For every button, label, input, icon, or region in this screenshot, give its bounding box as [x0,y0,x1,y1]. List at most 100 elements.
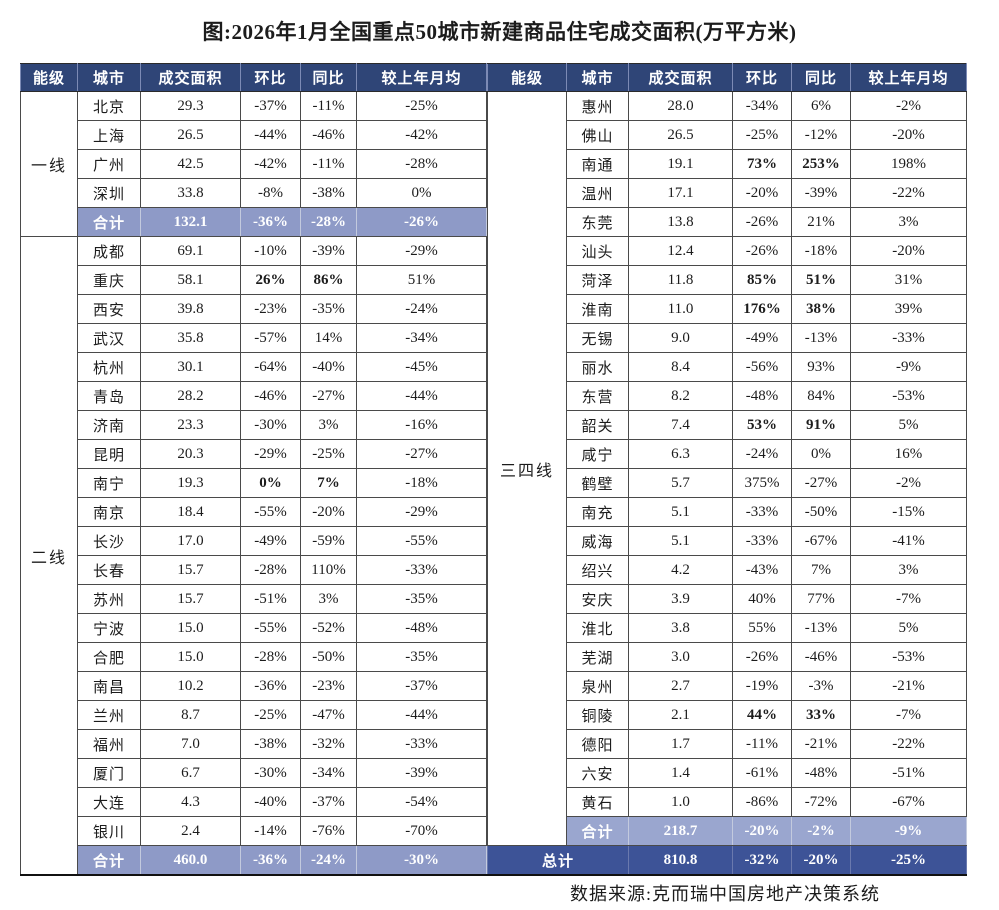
yoy-cell: -11% [300,91,357,121]
mom-cell: 44% [732,700,792,730]
city-row: 黄石 1.0 -86% -72% -67% [488,787,967,817]
vs-avg-cell: -21% [850,671,967,701]
city-row: 威海 5.1 -33% -67% -41% [488,526,967,556]
yoy-cell: -3% [791,671,851,701]
city-row: 南通 19.1 73% 253% 198% [488,149,967,179]
yoy-cell: -25% [300,439,357,469]
mom-cell: -55% [240,613,301,643]
vs-avg-cell: 3% [850,207,967,237]
city-cell: 安庆 [566,584,629,614]
vs-avg-cell: -16% [356,410,487,440]
city-cell: 苏州 [77,584,141,614]
vs-avg-cell: -35% [356,642,487,672]
mom-cell: -33% [732,497,792,527]
city-cell: 长春 [77,555,141,585]
mom-cell: 40% [732,584,792,614]
city-row: 南昌 10.2 -36% -23% -37% [21,671,487,701]
yoy-cell: -47% [300,700,357,730]
mom-cell: -28% [240,555,301,585]
area-cell: 15.7 [140,555,241,585]
yoy-cell: -12% [791,120,851,150]
vs-avg-cell: -55% [356,526,487,556]
city-row: 绍兴 4.2 -43% 7% 3% [488,555,967,585]
mom-cell: -14% [240,816,301,846]
mom-cell: -28% [240,642,301,672]
city-row: 大连 4.3 -40% -37% -54% [21,787,487,817]
city-row: 厦门 6.7 -30% -34% -39% [21,758,487,788]
city-cell: 厦门 [77,758,141,788]
city-row: 安庆 3.9 40% 77% -7% [488,584,967,614]
yoy-cell: -76% [300,816,357,846]
vs-avg-cell: -44% [356,700,487,730]
area-cell: 20.3 [140,439,241,469]
yoy-cell: 91% [791,410,851,440]
mom-cell: 73% [732,149,792,179]
yoy-cell: -46% [300,120,357,150]
yoy-cell: -32% [300,729,357,759]
city-row: 二线 成都 69.1 -10% -39% -29% [20,236,487,876]
city-row: 杭州 30.1 -64% -40% -45% [21,352,487,382]
vs-avg-cell: 31% [850,265,967,295]
city-cell: 杭州 [77,352,141,382]
grand-total-row: 总计 810.8 -32% -20% -25% [487,845,967,876]
mom-cell: -19% [732,671,792,701]
vs-avg-cell: -54% [356,787,487,817]
city-row: 韶关 7.4 53% 91% 5% [488,410,967,440]
city-cell: 宁波 [77,613,141,643]
city-row: 合肥 15.0 -28% -50% -35% [21,642,487,672]
table-body-right: 三四线 惠州 28.0 -34% 6% -2% 佛山 26.5 -25% -12% -20% 南通 19… [487,91,967,876]
col-header-vs-avg: 较上年月均 [356,63,487,92]
city-cell: 银川 [77,816,141,846]
city-cell: 青岛 [77,381,141,411]
vs-avg-cell: -42% [356,120,487,150]
area-cell: 35.8 [140,323,241,353]
subtotal-label-cell: 合计 [566,816,629,846]
city-cell: 武汉 [77,323,141,353]
mom-cell: -49% [732,323,792,353]
vs-avg-cell: -33% [356,555,487,585]
city-row: 长沙 17.0 -49% -59% -55% [21,526,487,556]
col-header-city: 城市 [77,63,141,92]
yoy-cell: -11% [300,149,357,179]
vs-avg-cell: 198% [850,149,967,179]
subtotal-mom-cell: -36% [240,845,301,876]
vs-avg-cell: -39% [356,758,487,788]
area-cell: 15.0 [140,642,241,672]
yoy-cell: -50% [300,642,357,672]
city-cell: 长沙 [77,526,141,556]
mom-cell: -26% [732,642,792,672]
mom-cell: -51% [240,584,301,614]
area-cell: 8.4 [628,352,733,382]
grand-total-mom-cell: -32% [732,845,792,876]
vs-avg-cell: -44% [356,381,487,411]
area-cell: 18.4 [140,497,241,527]
mom-cell: -26% [732,236,792,266]
area-cell: 26.5 [140,120,241,150]
table-body-left: 一线 北京 29.3 -37% -11% -25% 上海 26.5 -44% -46% -42% 广州… [20,91,487,876]
vs-avg-cell: 39% [850,294,967,324]
yoy-cell: 6% [791,91,851,121]
vs-avg-cell: -29% [356,236,487,266]
city-cell: 东莞 [566,207,629,237]
city-cell: 铜陵 [566,700,629,730]
area-cell: 7.0 [140,729,241,759]
yoy-cell: -20% [300,497,357,527]
area-cell: 23.3 [140,410,241,440]
area-cell: 4.3 [140,787,241,817]
area-cell: 15.7 [140,584,241,614]
mom-cell: 0% [240,468,301,498]
area-cell: 6.3 [628,439,733,469]
city-cell: 绍兴 [566,555,629,585]
city-row: 鹤壁 5.7 375% -27% -2% [488,468,967,498]
grand-total-label-cell: 总计 [487,845,629,876]
city-cell: 上海 [77,120,141,150]
mom-cell: -57% [240,323,301,353]
yoy-cell: -13% [791,613,851,643]
col-header-mom: 环比 [732,63,792,92]
area-cell: 8.7 [140,700,241,730]
city-cell: 鹤壁 [566,468,629,498]
yoy-cell: -27% [791,468,851,498]
area-cell: 3.0 [628,642,733,672]
mom-cell: -42% [240,149,301,179]
vs-avg-cell: -2% [850,468,967,498]
